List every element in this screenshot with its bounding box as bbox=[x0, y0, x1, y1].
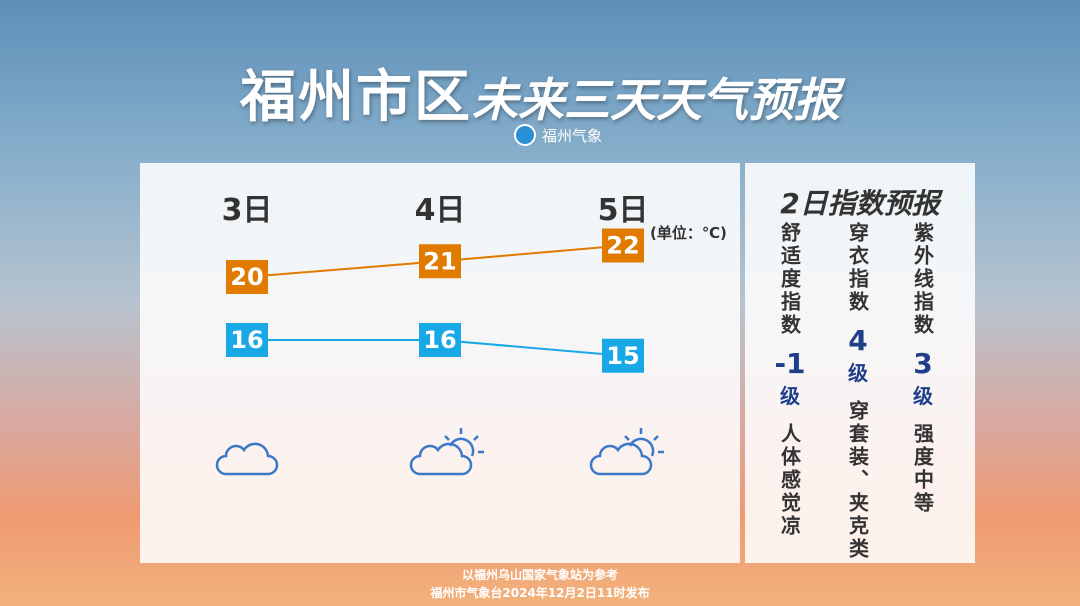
index-panel bbox=[745, 163, 975, 563]
index-column: 舒适度指数 -1 级人体感觉凉 bbox=[770, 222, 810, 538]
high-box bbox=[419, 244, 461, 279]
low-value: 16 bbox=[230, 326, 263, 354]
title-sub: 未来三天天气预报 bbox=[472, 73, 840, 127]
index-desc: 强度中等 bbox=[910, 423, 935, 515]
footer: 以福州乌山国家气象站为参考福州市气象台2024年12月2日11时发布 bbox=[0, 566, 1080, 602]
low-box bbox=[602, 338, 644, 373]
index-unit: 级 bbox=[848, 361, 868, 385]
low-value: 15 bbox=[606, 342, 639, 370]
index-title: 2日指数预报 bbox=[780, 187, 940, 220]
index-name: 穿衣指数 bbox=[845, 222, 870, 314]
partly-cloudy-icon bbox=[589, 428, 664, 476]
title: 福州市区未来三天天气预报 bbox=[0, 52, 1080, 133]
index-level: -1 bbox=[774, 347, 806, 380]
logo: 福州气象 bbox=[514, 124, 602, 146]
index-desc: 穿套装、夹克类 bbox=[845, 400, 870, 561]
date-label: 3日 bbox=[221, 193, 273, 228]
logo-icon bbox=[514, 124, 536, 146]
footer-line: 以福州乌山国家气象站为参考 bbox=[461, 568, 618, 582]
high-box bbox=[226, 260, 268, 294]
date-label: 4日 bbox=[414, 193, 466, 228]
high-value: 21 bbox=[423, 247, 456, 275]
index-level: 3 bbox=[913, 347, 933, 380]
weather-icons bbox=[215, 428, 664, 476]
high-value: 20 bbox=[230, 263, 263, 291]
date-label: 5日 bbox=[597, 193, 649, 228]
low-value: 16 bbox=[423, 326, 456, 354]
index-level: 4 bbox=[848, 324, 868, 357]
unit-label: (单位：℃) bbox=[650, 224, 727, 242]
low-box bbox=[419, 323, 461, 357]
high-value: 22 bbox=[606, 232, 639, 260]
partly-cloudy-icon bbox=[409, 428, 484, 476]
index-desc: 人体感觉凉 bbox=[777, 423, 802, 538]
index-unit: 级 bbox=[913, 384, 933, 408]
high-box bbox=[602, 228, 644, 263]
low-box bbox=[226, 323, 268, 357]
index-name: 舒适度指数 bbox=[777, 222, 802, 337]
cloud-icon bbox=[215, 442, 279, 476]
index-column: 紫外线指数 3 级强度中等 bbox=[903, 222, 943, 515]
title-main: 福州市区 bbox=[240, 65, 472, 130]
index-unit: 级 bbox=[780, 384, 800, 408]
footer-line: 福州市气象台2024年12月2日11时发布 bbox=[430, 586, 650, 600]
index-column: 穿衣指数 4 级穿套装、夹克类 bbox=[838, 222, 878, 561]
index-name: 紫外线指数 bbox=[910, 222, 935, 337]
logo-text: 福州气象 bbox=[542, 126, 603, 145]
